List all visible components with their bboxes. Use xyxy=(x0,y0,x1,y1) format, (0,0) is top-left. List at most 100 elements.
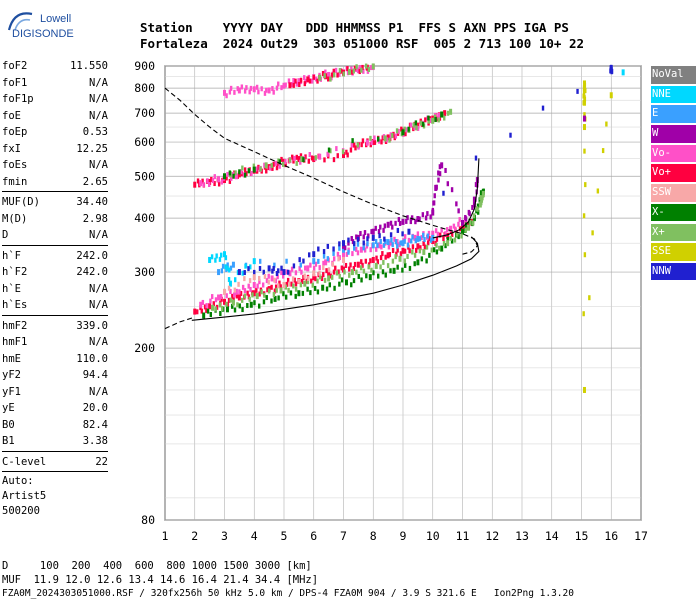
echo-point xyxy=(199,301,203,308)
x-tick-label: 1 xyxy=(162,529,169,543)
echo-point xyxy=(407,228,411,235)
echo-trace-mark xyxy=(226,262,229,268)
echo-trace-mark xyxy=(267,273,270,279)
x-tick-label: 11 xyxy=(456,529,470,543)
echo-trace-mark xyxy=(330,274,334,280)
echo-trace-mark xyxy=(271,268,274,274)
echo-trace-mark xyxy=(442,190,445,196)
echo-trace-mark xyxy=(345,149,348,155)
echo-trace-mark xyxy=(316,278,319,284)
echo-trace-mark xyxy=(349,147,353,153)
echo-trace-mark xyxy=(298,257,301,263)
echo-point xyxy=(383,135,387,142)
x-tick-label: 14 xyxy=(545,529,559,543)
echo-trace-mark xyxy=(583,148,586,154)
echo-trace-mark xyxy=(241,165,244,171)
echo-trace-mark xyxy=(234,277,237,283)
echo-trace-mark xyxy=(410,238,413,244)
echo-trace-mark xyxy=(220,296,223,302)
echo-trace-mark xyxy=(251,292,254,298)
param-row: D N/A xyxy=(2,227,108,244)
echo-trace-mark xyxy=(583,96,587,102)
echo-point xyxy=(461,228,464,235)
echo-trace-mark xyxy=(437,177,440,183)
param-value: N/A xyxy=(89,229,108,241)
echo-trace-mark xyxy=(302,157,305,163)
echo-trace-mark xyxy=(379,255,383,261)
echo-trace-mark xyxy=(466,221,469,227)
echo-point xyxy=(279,287,283,294)
echo-trace-mark xyxy=(452,223,456,229)
echo-trace-mark xyxy=(336,72,339,78)
echo-trace-mark xyxy=(280,85,283,91)
echo-trace-mark xyxy=(297,278,301,284)
echo-trace-mark xyxy=(472,220,475,226)
echo-trace-mark xyxy=(476,209,480,215)
echo-trace-mark xyxy=(302,258,305,264)
echo-trace-mark xyxy=(338,68,342,74)
echo-trace-mark xyxy=(390,237,393,243)
x-tick-label: 3 xyxy=(221,529,228,543)
echo-point xyxy=(297,78,301,85)
echo-trace-mark xyxy=(430,247,433,253)
echo-point xyxy=(225,306,229,313)
echo-trace-mark xyxy=(227,285,231,291)
echo-trace-mark xyxy=(272,161,275,167)
echo-point xyxy=(582,80,586,87)
echo-trace-mark xyxy=(388,252,392,258)
echo-trace-mark xyxy=(403,258,406,264)
echo-trace-mark xyxy=(453,237,457,243)
echo-trace-mark xyxy=(386,263,390,269)
echo-point xyxy=(208,303,212,310)
echo-point xyxy=(416,216,420,223)
header-line-1: Station YYYY DAY DDD HHMMSS P1 FFS S AXN… xyxy=(140,20,569,35)
echo-trace-mark xyxy=(255,287,258,293)
echo-trace-mark xyxy=(380,244,383,250)
legend-entry: SSW xyxy=(651,184,696,202)
echo-trace-mark xyxy=(304,154,307,160)
y-tick-label: 400 xyxy=(134,211,155,225)
echo-trace-mark xyxy=(408,248,411,254)
echo-point xyxy=(449,225,453,232)
echo-trace-mark xyxy=(346,66,349,72)
echo-trace-mark xyxy=(225,175,228,181)
echo-trace-mark xyxy=(374,238,378,244)
echo-trace-mark xyxy=(303,273,306,279)
echo-trace-mark xyxy=(341,149,345,155)
echo-point xyxy=(437,112,441,119)
echo-trace-mark xyxy=(200,308,203,314)
param-label: foF1p xyxy=(2,93,34,105)
echo-point xyxy=(371,139,375,146)
echo-trace-mark xyxy=(351,69,354,75)
echo-trace-mark xyxy=(395,128,399,134)
echo-trace-mark xyxy=(327,147,331,153)
echo-trace-mark xyxy=(596,188,600,194)
logo-arc-inner xyxy=(14,18,31,31)
echo-trace-mark xyxy=(241,284,245,290)
param-value: 11.550 xyxy=(70,60,108,72)
echo-trace-mark xyxy=(231,303,234,309)
x-tick-label: 12 xyxy=(485,529,499,543)
echo-trace-mark xyxy=(228,178,232,184)
echo-point xyxy=(466,224,470,231)
echo-trace-mark xyxy=(303,81,307,87)
echo-trace-mark xyxy=(326,243,330,249)
echo-trace-mark xyxy=(416,125,420,131)
echo-trace-mark xyxy=(353,245,356,251)
param-label: h`F2 xyxy=(2,266,28,278)
echo-trace-mark xyxy=(362,68,365,74)
echo-trace-mark xyxy=(382,227,385,233)
echo-trace-mark xyxy=(310,278,313,284)
echo-trace-mark xyxy=(332,246,335,252)
echo-trace-mark xyxy=(263,90,267,96)
echo-point xyxy=(416,243,420,250)
echo-trace-mark xyxy=(404,131,407,137)
echo-point xyxy=(324,259,328,266)
echo-point xyxy=(208,178,212,185)
echo-trace-mark xyxy=(270,284,273,290)
param-separator xyxy=(2,314,108,316)
echo-trace-mark xyxy=(443,115,446,121)
echo-trace-mark xyxy=(343,269,346,275)
param-row: B1 3.38 xyxy=(2,433,108,450)
echo-trace-mark xyxy=(394,133,398,139)
